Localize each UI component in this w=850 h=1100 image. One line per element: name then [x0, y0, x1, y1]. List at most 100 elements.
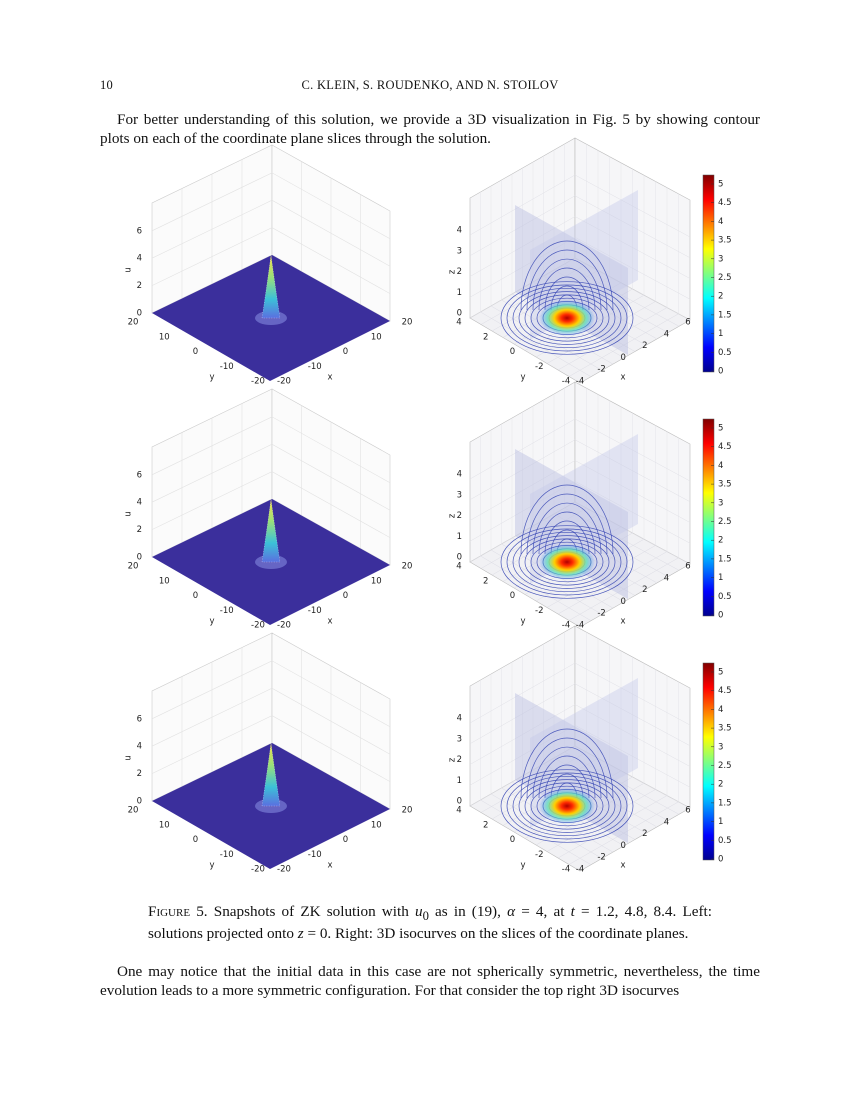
- contour: [500, 769, 634, 843]
- grid-line: [564, 263, 680, 327]
- contour: [544, 764, 590, 799]
- grid-line: [469, 501, 691, 565]
- tick-label: -2: [535, 362, 543, 372]
- slice-plane: [515, 449, 628, 599]
- grid-line: [151, 227, 391, 294]
- tick-label: 4: [718, 217, 723, 227]
- grid-line: [557, 307, 668, 371]
- tick-label: 1: [718, 817, 723, 827]
- tick-label: 2.5: [718, 517, 732, 527]
- axis-label: u: [124, 755, 134, 760]
- contour: [538, 755, 596, 799]
- caption-text: = 0. Right: 3D isocurves on the slices o…: [303, 925, 689, 943]
- grid-line: [151, 687, 391, 755]
- tick-label: -4: [576, 865, 584, 875]
- tick-label: 6: [685, 562, 690, 572]
- axis-label: z: [448, 269, 458, 274]
- tick-label: 1: [457, 288, 462, 298]
- grid-line: [546, 789, 656, 852]
- tick-label: 10: [159, 820, 170, 830]
- axis-label: u: [124, 511, 134, 516]
- hot-spot: [539, 300, 595, 336]
- grid-line: [469, 683, 691, 746]
- contour: [520, 240, 614, 311]
- grid-line: [469, 480, 691, 544]
- tick-label: 3: [718, 254, 723, 264]
- contour: [530, 297, 604, 339]
- axis-label: y: [520, 861, 525, 871]
- colorbar: [702, 174, 715, 373]
- tick-label: 20: [402, 318, 413, 328]
- tick-label: 2: [483, 820, 488, 830]
- axis-label: y: [209, 861, 214, 871]
- tick-label: 0: [457, 553, 462, 563]
- tick-label: -4: [562, 865, 570, 875]
- tick-label: 2: [718, 780, 723, 790]
- tick-label: 10: [371, 820, 382, 830]
- grid-line: [469, 257, 691, 321]
- grid-line: [546, 545, 656, 608]
- contour: [506, 772, 628, 840]
- tick-label: -2: [597, 365, 605, 375]
- slice-plane: [515, 693, 628, 843]
- tick-label: 5: [718, 180, 723, 190]
- grid-line: [557, 795, 668, 859]
- grid-line: [557, 551, 668, 615]
- tick-label: 0: [193, 591, 198, 601]
- tick-label: 20: [402, 806, 413, 816]
- grid-line: [469, 460, 691, 523]
- tick-label: 2.5: [718, 273, 732, 283]
- tick-label: 10: [159, 332, 170, 342]
- tick-label: 0: [718, 611, 723, 621]
- tick-label: -4: [562, 621, 570, 631]
- grid-line: [568, 557, 679, 621]
- hot-spot: [539, 788, 595, 824]
- grid-line: [543, 519, 658, 584]
- grid-line: [151, 660, 391, 728]
- tick-label: -10: [220, 362, 234, 372]
- axis-label: x: [620, 617, 625, 627]
- tick-label: 20: [128, 318, 139, 328]
- tick-label: -20: [251, 377, 265, 387]
- tick-label: 4: [457, 470, 462, 480]
- contour: [518, 535, 616, 589]
- tick-label: 4.5: [718, 442, 732, 452]
- tick-label: 3: [457, 734, 462, 744]
- grid-line: [543, 763, 658, 828]
- grid-line: [553, 757, 669, 821]
- contour: [550, 773, 584, 799]
- axis-label: x: [620, 373, 625, 383]
- axis-label: z: [448, 757, 458, 762]
- grid-line: [469, 236, 691, 300]
- contour: [530, 541, 604, 583]
- running-title: C. KLEIN, S. ROUDENKO, AND N. STOILOV: [301, 78, 559, 92]
- axis-label: y: [520, 617, 525, 627]
- tick-label: -20: [251, 865, 265, 875]
- grid-line: [469, 724, 691, 788]
- contour: [538, 511, 596, 555]
- tick-label: 5: [718, 668, 723, 678]
- contour: [512, 775, 622, 837]
- contour: [550, 285, 584, 311]
- grid-line: [564, 751, 680, 815]
- hot-spot: [539, 544, 595, 580]
- axis-label: x: [327, 617, 332, 627]
- paragraph: For better understanding of this solutio…: [100, 111, 760, 147]
- grid-line: [543, 275, 658, 340]
- tick-label: 3: [457, 246, 462, 256]
- tick-label: 1.5: [718, 798, 732, 808]
- contour: [532, 502, 602, 555]
- contour: [500, 281, 634, 355]
- caption-text: Snapshots of ZK solution with: [213, 903, 415, 920]
- contour: [544, 276, 590, 311]
- tick-label: 0: [137, 797, 142, 807]
- tick-label: -20: [277, 621, 291, 631]
- grid-line: [469, 745, 691, 809]
- tick-label: 4: [457, 714, 462, 724]
- tick-label: 3.5: [718, 480, 732, 490]
- tick-label: -2: [535, 606, 543, 616]
- tick-label: -10: [220, 606, 234, 616]
- contour: [544, 520, 590, 555]
